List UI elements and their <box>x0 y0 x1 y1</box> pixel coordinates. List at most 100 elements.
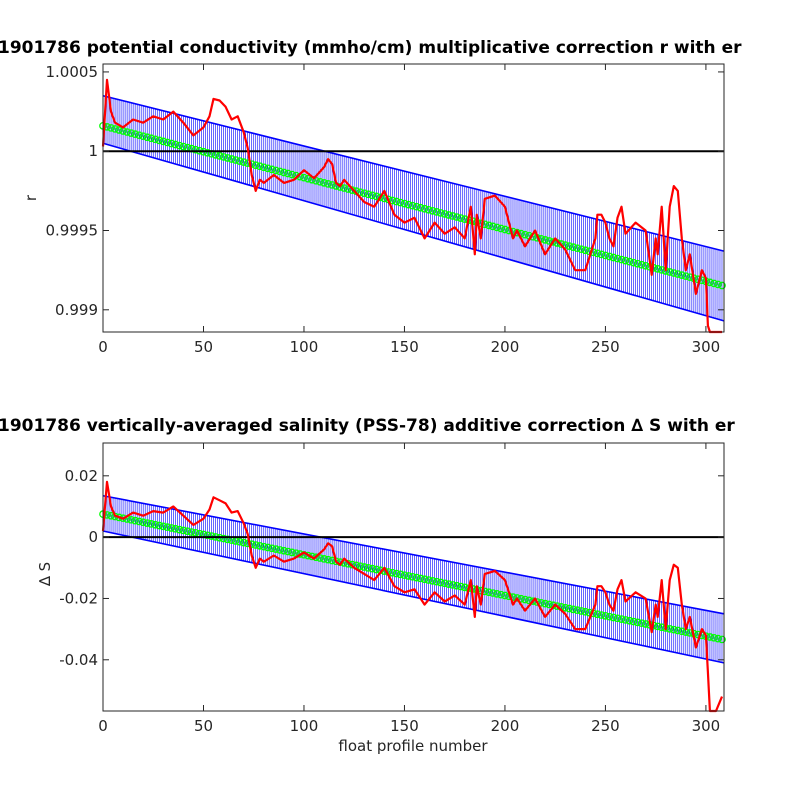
fit-marker <box>617 255 626 264</box>
fit-marker <box>513 594 521 602</box>
fit-marker <box>107 124 115 132</box>
fit-marker <box>637 260 646 269</box>
fit-marker <box>324 555 332 564</box>
fit-marker <box>368 564 377 573</box>
fit-marker <box>621 256 630 265</box>
fit-marker <box>424 205 433 214</box>
x-tick-label: 0 <box>98 338 108 356</box>
fit-marker <box>392 197 401 206</box>
fit-marker <box>284 547 292 556</box>
fit-marker <box>336 183 344 191</box>
fit-marker <box>251 161 260 170</box>
fit-marker <box>444 580 453 588</box>
fit-marker <box>235 157 244 165</box>
fit-marker <box>231 156 240 164</box>
fit-marker <box>629 258 638 267</box>
fit-marker <box>673 626 682 635</box>
fit-marker <box>135 131 144 140</box>
fit-marker <box>412 573 421 582</box>
fit-marker <box>123 128 131 136</box>
fit-marker <box>412 202 421 211</box>
fit-marker <box>203 148 212 157</box>
y-tick-label: 0 <box>88 528 98 546</box>
fit-marker <box>432 577 441 586</box>
fit-marker <box>235 537 244 546</box>
chart-2-data <box>101 480 724 713</box>
error-lower-line <box>102 530 725 664</box>
fit-marker <box>710 633 718 642</box>
fit-marker <box>179 526 188 535</box>
fit-marker <box>207 532 216 540</box>
fit-marker <box>267 165 276 174</box>
chart-1-frame <box>102 63 725 333</box>
fit-marker <box>605 612 614 621</box>
fit-marker <box>489 589 497 597</box>
fit-marker <box>561 603 570 612</box>
fit-marker <box>320 555 328 563</box>
fit-marker <box>541 599 549 608</box>
fit-marker <box>239 538 248 547</box>
fit-marker <box>641 620 650 628</box>
fit-marker <box>392 569 401 578</box>
fit-marker <box>111 125 119 133</box>
fit-marker <box>601 251 610 260</box>
error-lower-line <box>102 142 725 322</box>
y-tick-label: 0.02 <box>65 467 98 485</box>
chart-2: 0 50 100 150 200 250 300 -0.04 -0.02 0 0.02 ∆ S f… <box>36 442 726 755</box>
fit-marker <box>131 516 140 525</box>
fit-marker <box>372 565 381 574</box>
fit-marker <box>167 139 176 148</box>
fit-marker <box>163 138 172 147</box>
fit-marker <box>288 548 296 557</box>
fit-marker <box>497 224 505 233</box>
fit-marker <box>424 576 433 584</box>
fit-marker <box>521 230 529 239</box>
fit-marker <box>493 590 501 598</box>
fit-marker <box>428 207 437 215</box>
fit-marker <box>557 240 566 248</box>
fit-marker <box>593 610 602 619</box>
fit-marker <box>263 543 272 552</box>
x-tick-label: 50 <box>194 338 213 356</box>
fit-marker <box>255 542 264 550</box>
x-tick-label: 50 <box>194 717 213 735</box>
fit-marker <box>597 611 606 619</box>
fit-marker <box>139 132 148 141</box>
fit-marker <box>673 270 682 278</box>
fit-marker <box>259 542 268 551</box>
fit-marker <box>147 520 156 528</box>
fit-marker <box>396 198 405 207</box>
fit-marker <box>677 627 686 636</box>
fit-marker <box>263 164 272 173</box>
chart-2-x-axis-label: float profile number <box>338 737 488 755</box>
fit-marker <box>396 570 405 579</box>
fit-marker <box>629 617 638 626</box>
fit-marker <box>420 204 429 213</box>
fit-marker <box>573 244 582 253</box>
fit-marker <box>219 153 228 161</box>
fit-marker <box>545 600 554 609</box>
fit-marker <box>565 604 574 613</box>
fit-marker <box>637 619 646 628</box>
fit-marker <box>501 591 509 600</box>
fit-marker <box>151 520 160 529</box>
fit-marker <box>348 186 357 194</box>
fit-marker <box>155 521 164 530</box>
fit-marker <box>665 268 674 276</box>
fit-marker <box>669 269 678 277</box>
fit-marker <box>135 517 144 526</box>
fit-marker <box>320 179 328 187</box>
chart-2-title: 1901786 vertically-averaged salinity (PS… <box>0 416 735 436</box>
y-tick-label: 0.9995 <box>46 222 99 240</box>
fit-marker <box>625 257 634 266</box>
fit-marker <box>191 145 200 154</box>
fit-marker <box>625 616 634 625</box>
fit-marker <box>714 280 722 289</box>
fit-marker <box>251 541 260 549</box>
fit-marker <box>304 174 312 183</box>
fit-marker <box>653 622 662 631</box>
fit-marker <box>456 214 465 222</box>
fit-marker <box>171 140 180 149</box>
fit-marker <box>175 141 184 150</box>
fit-marker <box>267 544 276 553</box>
